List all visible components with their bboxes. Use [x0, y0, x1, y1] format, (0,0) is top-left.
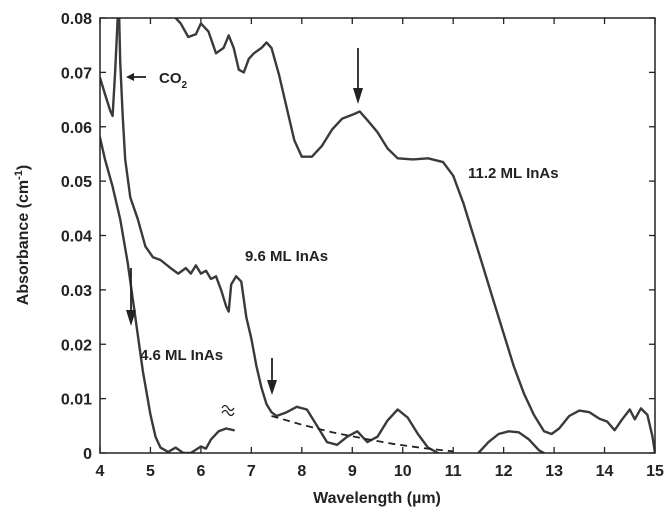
x-tick-label: 10 [394, 463, 412, 480]
plot-frame [99, 17, 656, 454]
y-tick-label: 0 [83, 446, 92, 463]
annotations: CO2 11.2 ML InAs 9.6 ML InAs 4.6 ML InAs [126, 48, 559, 417]
x-tick-label: 13 [545, 463, 563, 480]
x-tick-label: 11 [445, 463, 462, 480]
y-tick-label: 0.05 [61, 174, 92, 191]
x-tick-label: 15 [646, 463, 664, 480]
label-96: 9.6 ML InAs [245, 248, 328, 265]
curve-4-6 [100, 136, 235, 453]
break-mark [221, 404, 235, 417]
y-tick-label: 0.03 [61, 283, 92, 300]
co2-label: CO2 [159, 70, 188, 91]
x-tick-label: 7 [247, 463, 256, 480]
curve-11-2 [174, 18, 655, 453]
y-tick-label: 0.04 [61, 229, 92, 246]
x-tick-label: 8 [297, 463, 306, 480]
arrow-46-head [126, 310, 136, 326]
curve-bump [477, 430, 546, 453]
y-tick-label: 0.06 [61, 120, 92, 137]
co2-arrow-head [126, 73, 134, 81]
x-axis-title: Wavelength (µm) [313, 490, 441, 507]
x-tick-label: 5 [146, 463, 155, 480]
arrow-96-head [267, 380, 277, 395]
x-tick-labels: 4 5 6 7 8 9 10 11 12 13 14 15 [96, 463, 664, 480]
x-tick-label: 12 [495, 463, 513, 480]
label-112: 11.2 ML InAs [468, 165, 559, 182]
y-tick-labels: 0 0.01 0.02 0.03 0.04 0.05 0.06 0.07 0.08 [61, 11, 92, 463]
y-tick-label: 0.08 [61, 11, 92, 28]
curves [100, 18, 655, 453]
y-tick-label: 0.07 [61, 65, 92, 82]
x-tick-label: 6 [196, 463, 205, 480]
y-axis-title: Absorbance (cm-1) [13, 165, 32, 305]
arrow-112-head [353, 88, 363, 104]
curve-9-6 [118, 18, 440, 453]
y-tick-label: 0.01 [61, 392, 92, 409]
x-tick-label: 4 [96, 463, 105, 480]
y-tick-label: 0.02 [61, 337, 92, 354]
x-tick-label: 14 [596, 463, 614, 480]
curve-11-2-left [100, 18, 119, 118]
x-tick-label: 9 [348, 463, 357, 480]
label-46: 4.6 ML InAs [140, 347, 223, 364]
